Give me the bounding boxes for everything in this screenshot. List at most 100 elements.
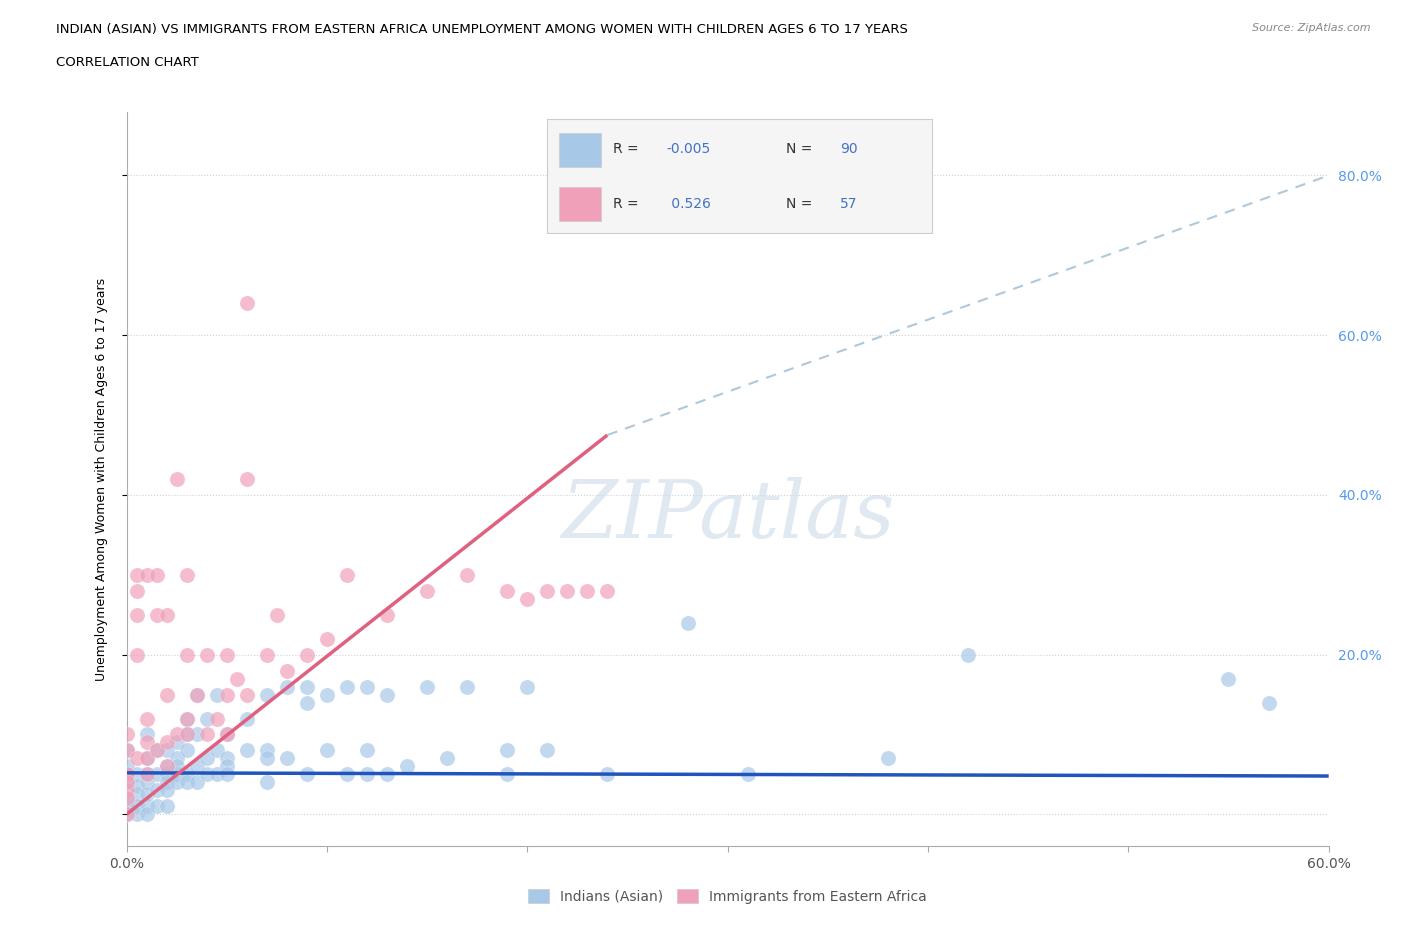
- Point: [176, 711, 198, 726]
- Point: [956, 647, 979, 662]
- Legend: Indians (Asian), Immigrants from Eastern Africa: Indians (Asian), Immigrants from Eastern…: [523, 884, 932, 910]
- Point: [315, 631, 337, 646]
- Point: [205, 743, 228, 758]
- Text: INDIAN (ASIAN) VS IMMIGRANTS FROM EASTERN AFRICA UNEMPLOYMENT AMONG WOMEN WITH C: INDIAN (ASIAN) VS IMMIGRANTS FROM EASTER…: [56, 23, 908, 36]
- Point: [186, 687, 208, 702]
- Point: [135, 799, 157, 814]
- Point: [186, 775, 208, 790]
- Point: [125, 567, 148, 582]
- Point: [115, 803, 138, 817]
- Point: [145, 799, 167, 814]
- Point: [256, 775, 278, 790]
- Point: [416, 583, 439, 598]
- Point: [115, 783, 138, 798]
- Point: [295, 767, 318, 782]
- Point: [115, 807, 138, 822]
- Point: [176, 767, 198, 782]
- Point: [295, 695, 318, 710]
- Point: [516, 591, 538, 606]
- Point: [135, 787, 157, 802]
- Point: [356, 679, 378, 694]
- Point: [125, 607, 148, 622]
- Point: [145, 607, 167, 622]
- Point: [166, 735, 188, 750]
- Point: [215, 647, 238, 662]
- Point: [135, 751, 157, 766]
- Point: [135, 751, 157, 766]
- Point: [155, 759, 177, 774]
- Point: [596, 583, 619, 598]
- Point: [155, 799, 177, 814]
- Point: [195, 751, 218, 766]
- Point: [145, 567, 167, 582]
- Point: [396, 759, 419, 774]
- Point: [266, 607, 288, 622]
- Text: CORRELATION CHART: CORRELATION CHART: [56, 56, 200, 69]
- Point: [135, 735, 157, 750]
- Point: [205, 711, 228, 726]
- Point: [155, 767, 177, 782]
- Point: [155, 775, 177, 790]
- Point: [145, 783, 167, 798]
- Point: [176, 727, 198, 742]
- Point: [456, 679, 478, 694]
- Point: [125, 647, 148, 662]
- Point: [176, 727, 198, 742]
- Point: [215, 687, 238, 702]
- Point: [166, 767, 188, 782]
- Point: [155, 783, 177, 798]
- Point: [1257, 695, 1279, 710]
- Point: [125, 799, 148, 814]
- Point: [125, 787, 148, 802]
- Point: [235, 743, 259, 758]
- Point: [135, 807, 157, 822]
- Point: [276, 751, 298, 766]
- Point: [115, 767, 138, 782]
- Point: [186, 687, 208, 702]
- Point: [115, 759, 138, 774]
- Point: [336, 567, 359, 582]
- Point: [676, 616, 699, 631]
- Point: [155, 759, 177, 774]
- Point: [166, 759, 188, 774]
- Point: [166, 775, 188, 790]
- Point: [235, 472, 259, 486]
- Point: [235, 296, 259, 311]
- Point: [225, 671, 247, 686]
- Point: [496, 583, 519, 598]
- Point: [176, 711, 198, 726]
- Point: [456, 567, 478, 582]
- Point: [737, 767, 759, 782]
- Point: [356, 743, 378, 758]
- Point: [315, 743, 337, 758]
- Point: [1218, 671, 1240, 686]
- Point: [115, 783, 138, 798]
- Point: [375, 687, 398, 702]
- Point: [125, 807, 148, 822]
- Text: Source: ZipAtlas.com: Source: ZipAtlas.com: [1253, 23, 1371, 33]
- Point: [145, 743, 167, 758]
- Point: [155, 735, 177, 750]
- Point: [115, 775, 138, 790]
- Point: [186, 759, 208, 774]
- Point: [125, 767, 148, 782]
- Point: [375, 767, 398, 782]
- Point: [176, 743, 198, 758]
- Point: [436, 751, 458, 766]
- Point: [256, 687, 278, 702]
- Point: [877, 751, 900, 766]
- Point: [375, 607, 398, 622]
- Point: [115, 790, 138, 805]
- Point: [195, 711, 218, 726]
- Point: [596, 767, 619, 782]
- Point: [155, 687, 177, 702]
- Point: [215, 759, 238, 774]
- Point: [166, 727, 188, 742]
- Point: [176, 775, 198, 790]
- Point: [256, 647, 278, 662]
- Point: [516, 679, 538, 694]
- Point: [195, 727, 218, 742]
- Point: [145, 767, 167, 782]
- Point: [205, 767, 228, 782]
- Point: [115, 767, 138, 782]
